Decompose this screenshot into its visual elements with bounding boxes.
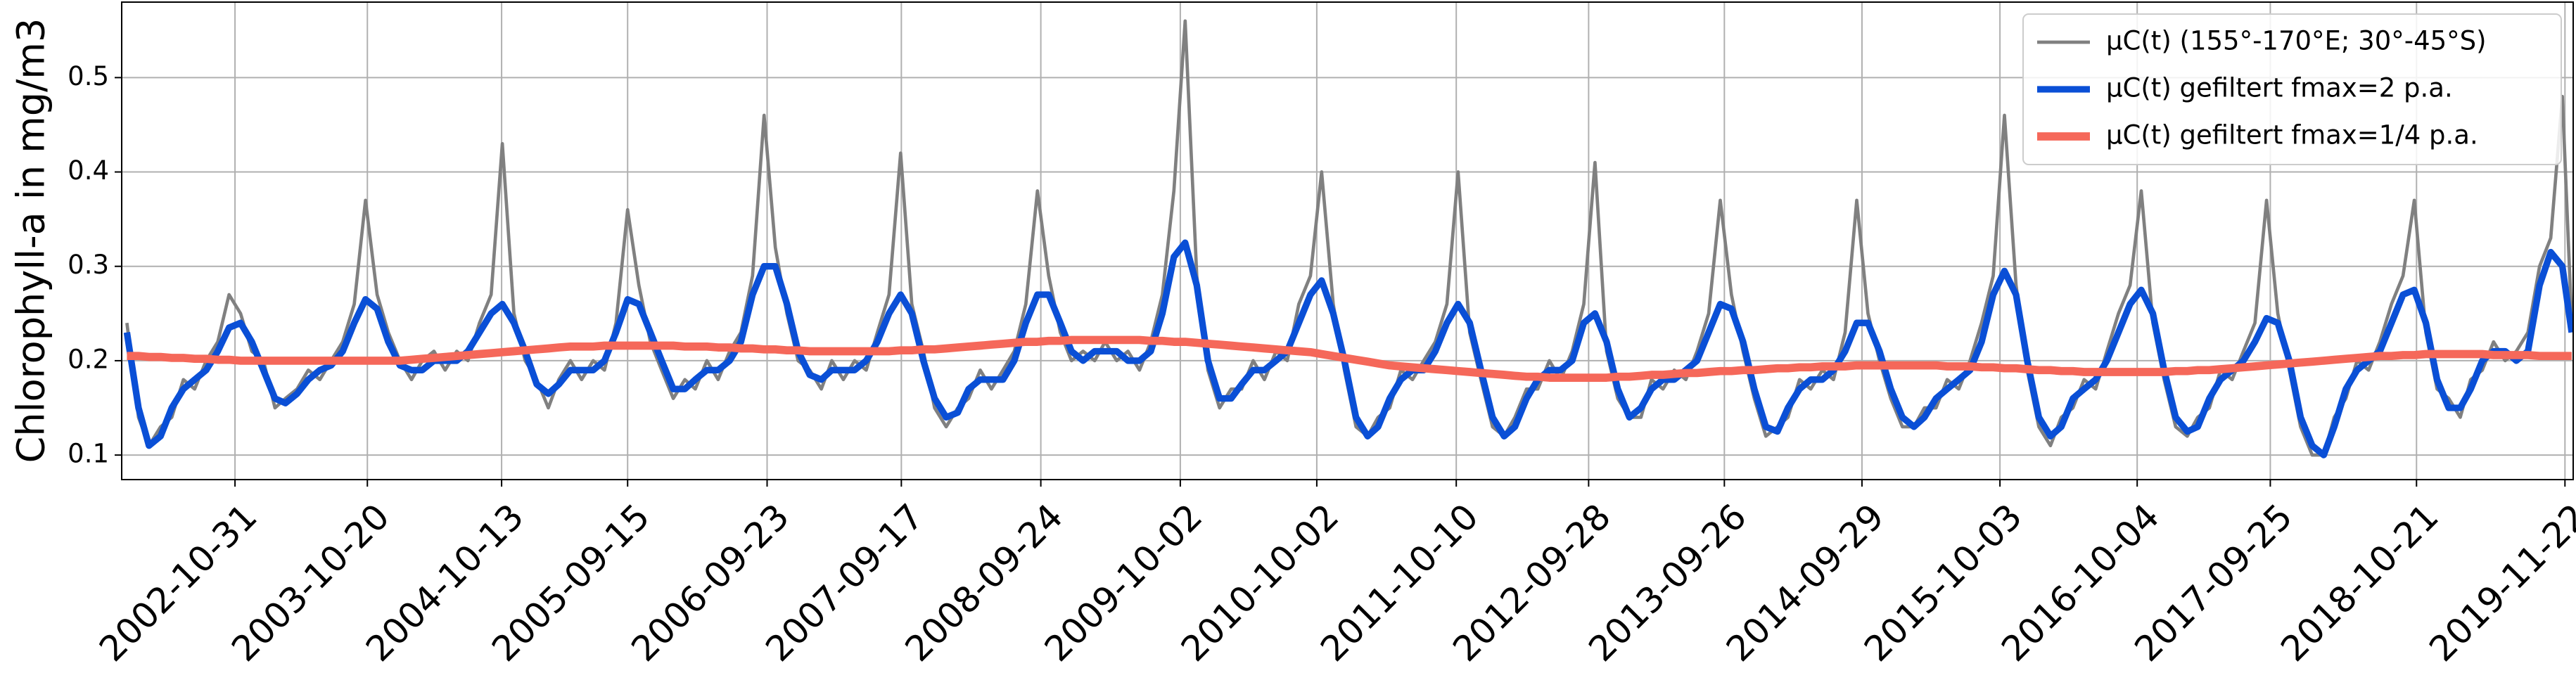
y-tick-label: 0.4	[68, 155, 109, 186]
x-tick-label: 2018-10-21	[2273, 496, 2446, 669]
series-line	[123, 239, 2573, 458]
x-tick-label: 2019-11-22	[2421, 496, 2576, 669]
series-line	[127, 335, 2572, 382]
y-axis-label: Chlorophyll-a in mg/m3	[9, 18, 53, 463]
y-tick-label: 0.3	[68, 250, 109, 280]
legend: μC(t) (155°-170°E; 30°-45°S) μC(t) gefilt…	[2022, 13, 2562, 165]
y-tick-label: 0.5	[68, 61, 109, 91]
legend-label: μC(t) gefiltert fmax=1/4 p.a.	[2106, 120, 2478, 150]
y-tick-label: 0.2	[68, 344, 109, 374]
legend-label: μC(t) gefiltert fmax=2 p.a.	[2106, 73, 2453, 103]
plot-frame	[121, 1, 2574, 480]
legend-label: μC(t) (155°-170°E; 30°-45°S)	[2106, 26, 2487, 56]
legend-box	[2022, 13, 2562, 165]
y-tick-label: 0.1	[68, 439, 109, 469]
